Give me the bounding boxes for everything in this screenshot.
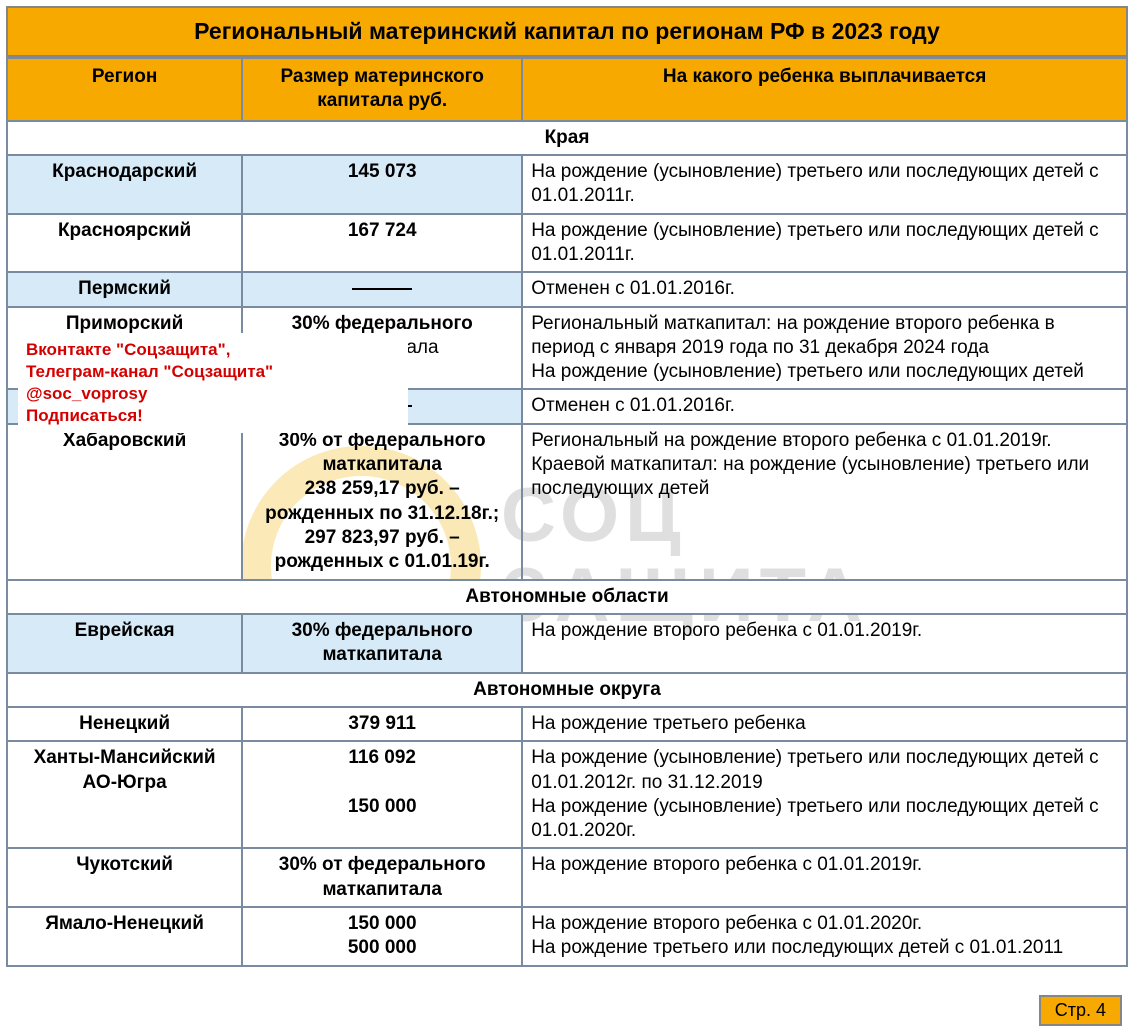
cell-desc: На рождение второго ребенка с 01.01.2019…: [522, 848, 1127, 907]
cell-desc: На рождение (усыновление) третьего или п…: [522, 214, 1127, 273]
section-heading: Автономные округа: [7, 673, 1127, 707]
cell-desc: На рождение второго ребенка с 01.01.2019…: [522, 614, 1127, 673]
cell-desc: На рождение (усыновление) третьего или п…: [522, 741, 1127, 848]
table-row: Красноярский167 724На рождение (усыновле…: [7, 214, 1127, 273]
cell-amount: 116 092150 000: [242, 741, 522, 848]
promo-overlay: Вконтакте "Соцзащита", Телеграм-канал "С…: [18, 333, 408, 433]
cell-amount: 150 000500 000: [242, 907, 522, 966]
promo-line: Подписаться!: [26, 405, 400, 427]
cell-region: Красноярский: [7, 214, 242, 273]
page-title: Региональный материнский капитал по реги…: [6, 6, 1128, 57]
table-row: Ханты-Мансийский АО-Югра116 092150 000На…: [7, 741, 1127, 848]
cell-region: Ханты-Мансийский АО-Югра: [7, 741, 242, 848]
capital-table: Регион Размер материнского капитала руб.…: [6, 57, 1128, 967]
section-heading: Автономные области: [7, 580, 1127, 614]
cell-desc: Отменен с 01.01.2016г.: [522, 389, 1127, 423]
cell-desc: На рождение второго ребенка с 01.01.2020…: [522, 907, 1127, 966]
cell-amount: 167 724: [242, 214, 522, 273]
page-number-badge: Стр. 4: [1039, 995, 1122, 1026]
cell-amount: 145 073: [242, 155, 522, 214]
promo-line: @soc_voprosy: [26, 383, 400, 405]
table-row: Пермский Отменен с 01.01.2016г.: [7, 272, 1127, 306]
cell-region: Чукотский: [7, 848, 242, 907]
cell-desc: Региональный на рождение второго ребенка…: [522, 424, 1127, 580]
cell-desc: На рождение третьего ребенка: [522, 707, 1127, 741]
cell-region: Хабаровский: [7, 424, 242, 580]
cell-region: Пермский: [7, 272, 242, 306]
table-row: Еврейская30% федеральногоматкапиталаНа р…: [7, 614, 1127, 673]
table-row: Чукотский30% от федеральногоматкапиталаН…: [7, 848, 1127, 907]
col-header-desc: На какого ребенка выплачивается: [522, 58, 1127, 121]
table-row: Ямало-Ненецкий150 000500 000На рождение …: [7, 907, 1127, 966]
table-row: Ненецкий379 911На рождение третьего ребе…: [7, 707, 1127, 741]
table-row: Хабаровский30% от федеральногоматкапитал…: [7, 424, 1127, 580]
cell-region: Еврейская: [7, 614, 242, 673]
cell-region: Ненецкий: [7, 707, 242, 741]
cell-amount: [242, 272, 522, 306]
col-header-region: Регион: [7, 58, 242, 121]
table-row: Краснодарский145 073На рождение (усыновл…: [7, 155, 1127, 214]
cell-amount: 30% федеральногоматкапитала: [242, 614, 522, 673]
cell-amount: 379 911: [242, 707, 522, 741]
promo-line: Телеграм-канал "Соцзащита": [26, 361, 400, 383]
cell-desc: На рождение (усыновление) третьего или п…: [522, 155, 1127, 214]
cell-region: Краснодарский: [7, 155, 242, 214]
col-header-amount: Размер материнского капитала руб.: [242, 58, 522, 121]
cell-desc: Региональный маткапитал: на рождение вто…: [522, 307, 1127, 390]
cell-amount: 30% от федеральногоматкапитала238 259,17…: [242, 424, 522, 580]
cell-desc: Отменен с 01.01.2016г.: [522, 272, 1127, 306]
cell-amount: 30% от федеральногоматкапитала: [242, 848, 522, 907]
section-heading: Края: [7, 121, 1127, 155]
promo-line: Вконтакте "Соцзащита",: [26, 339, 400, 361]
cell-region: Ямало-Ненецкий: [7, 907, 242, 966]
